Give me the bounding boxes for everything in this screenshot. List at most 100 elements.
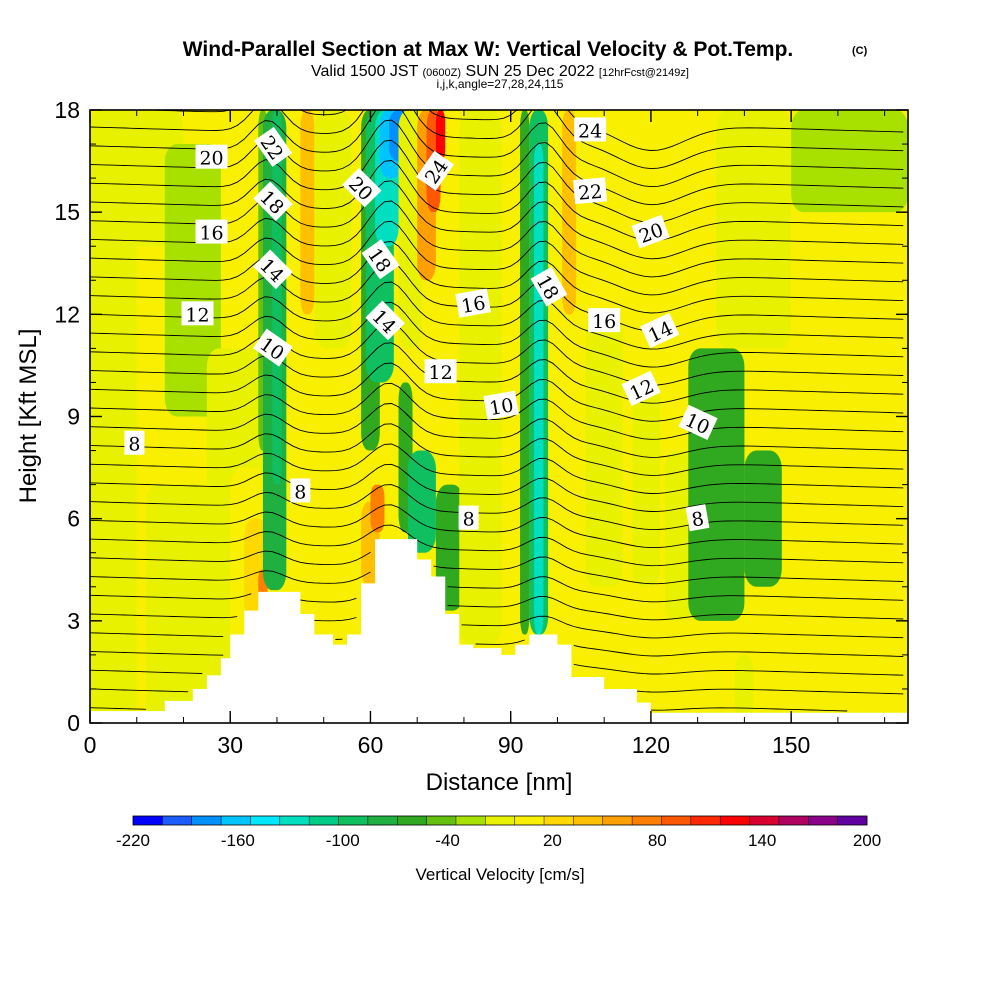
y-axis-label: Height [Kft MSL]	[15, 329, 42, 504]
chart-title: Wind-Parallel Section at Max W: Vertical…	[183, 38, 794, 61]
colorbar-tick-label-0: -220	[116, 831, 150, 850]
theta-contour-7	[90, 570, 904, 603]
theta-contour-21	[90, 281, 904, 350]
theta-contour-13	[90, 443, 904, 494]
colorbar-swatch-15	[573, 816, 604, 825]
w-cell-39	[744, 450, 782, 587]
svg-text:16: 16	[460, 292, 488, 318]
theta-contour-14	[90, 423, 904, 476]
theta-contour-0	[90, 707, 147, 710]
w-cell-34	[562, 110, 577, 315]
svg-text:8: 8	[463, 509, 475, 531]
subtitle-fcst: [12hrFcst@2149z]	[599, 67, 689, 79]
svg-text:16: 16	[199, 223, 223, 245]
theta-contour-28	[90, 139, 904, 224]
colorbar-swatch-2	[191, 816, 222, 825]
colorbar-tick-label-2: -100	[326, 831, 360, 850]
w-cell-37	[664, 450, 693, 621]
theta-contour-12	[90, 463, 904, 512]
svg-text:24: 24	[578, 120, 602, 142]
x-tick-label-3: 90	[498, 732, 524, 758]
contour-label-14: 16	[455, 288, 491, 318]
colorbar-swatch-14	[544, 816, 574, 825]
contour-label-7: 12	[181, 301, 214, 326]
colorbar-swatch-16	[602, 816, 633, 825]
contour-label-5: 10	[483, 390, 520, 420]
svg-text:12: 12	[428, 362, 452, 384]
y-tick-label-3: 9	[67, 404, 80, 430]
theta-contour-5	[90, 613, 904, 639]
colorbar-tick-label-3: -40	[435, 831, 460, 850]
colorbar-swatch-10	[426, 816, 457, 825]
contour-label-17: 18	[361, 239, 400, 280]
theta-contour-19	[90, 322, 904, 386]
contour-label-21: 20	[631, 214, 670, 249]
x-axis: 0 30 60 90 120 150	[84, 110, 886, 758]
colorbar: -220 -160 -100 -40 20 80 140 200	[116, 815, 881, 850]
w-cell-2	[146, 484, 212, 723]
svg-text:10: 10	[488, 394, 516, 420]
w-cell-30	[520, 110, 530, 635]
svg-text:8: 8	[294, 481, 306, 503]
theta-contour-8	[90, 550, 904, 585]
colorbar-tick-label-1: -160	[221, 831, 255, 850]
colorbar-swatch-7	[338, 816, 369, 825]
svg-text:20: 20	[199, 148, 223, 170]
w-cell-36	[632, 382, 661, 587]
theta-contour-27	[90, 160, 904, 242]
colorbar-swatch-20	[720, 816, 750, 825]
w-cell-29	[459, 110, 502, 645]
colorbar-swatch-19	[690, 816, 721, 825]
colorbar-swatch-9	[397, 816, 427, 825]
contour-label-2: 8	[458, 505, 479, 531]
colorbar-swatch-23	[808, 816, 838, 825]
theta-contour-2	[90, 669, 904, 695]
x-tick-label-4: 120	[632, 732, 670, 758]
chart-title-unit: (C)	[852, 45, 868, 57]
terrain-profile	[90, 539, 908, 723]
w-cell-12	[300, 110, 315, 315]
theta-contour-16	[90, 382, 904, 440]
theta-contour-20	[90, 301, 904, 368]
colorbar-swatch-1	[162, 816, 193, 825]
theta-contour-23	[90, 241, 904, 314]
w-cell-10	[272, 110, 282, 485]
y-tick-label-0: 0	[67, 710, 80, 736]
contour-label-15: 16	[588, 308, 621, 333]
w-cell-1	[90, 110, 184, 247]
w-cell-32	[534, 144, 544, 635]
y-tick-label-6: 18	[54, 97, 80, 123]
theta-contour-4	[90, 632, 904, 657]
x-tick-label-5: 150	[772, 732, 810, 758]
y-tick-label-4: 12	[54, 301, 80, 327]
theta-contour-6	[90, 593, 904, 621]
theta-contour-15	[90, 403, 904, 458]
w-cell-42	[791, 110, 908, 213]
terrain	[90, 539, 908, 723]
subtitle-date: SUN 25 Dec 2022	[466, 63, 595, 80]
chart-subtitle-2: i,j,k,angle=27,28,24,115	[437, 77, 564, 91]
y-axis: 0 3 6 9 12 15 18	[54, 97, 908, 736]
svg-text:12: 12	[185, 304, 209, 326]
chart-subtitle: Valid 1500 JST (0600Z) SUN 25 Dec 2022 […	[311, 63, 689, 80]
svg-text:8: 8	[690, 508, 706, 532]
colorbar-swatch-18	[661, 816, 692, 825]
x-tick-label-1: 30	[217, 732, 243, 758]
w-cell-25	[398, 110, 422, 349]
svg-text:22: 22	[577, 181, 603, 205]
contour-label-25: 24	[574, 117, 607, 142]
theta-contours	[90, 110, 904, 712]
theta-contour-10	[90, 504, 904, 549]
theta-contour-3	[90, 651, 904, 676]
colorbar-swatch-4	[250, 816, 281, 825]
svg-text:16: 16	[592, 311, 616, 333]
contour-label-19: 20	[195, 144, 228, 170]
w-cell-0	[90, 110, 137, 723]
colorbar-swatch-3	[221, 816, 251, 825]
colorbar-swatch-22	[778, 816, 809, 825]
subtitle-valid: Valid 1500 JST	[311, 63, 419, 80]
colorbar-swatch-6	[309, 816, 339, 825]
contour-label-23: 22	[573, 177, 608, 205]
